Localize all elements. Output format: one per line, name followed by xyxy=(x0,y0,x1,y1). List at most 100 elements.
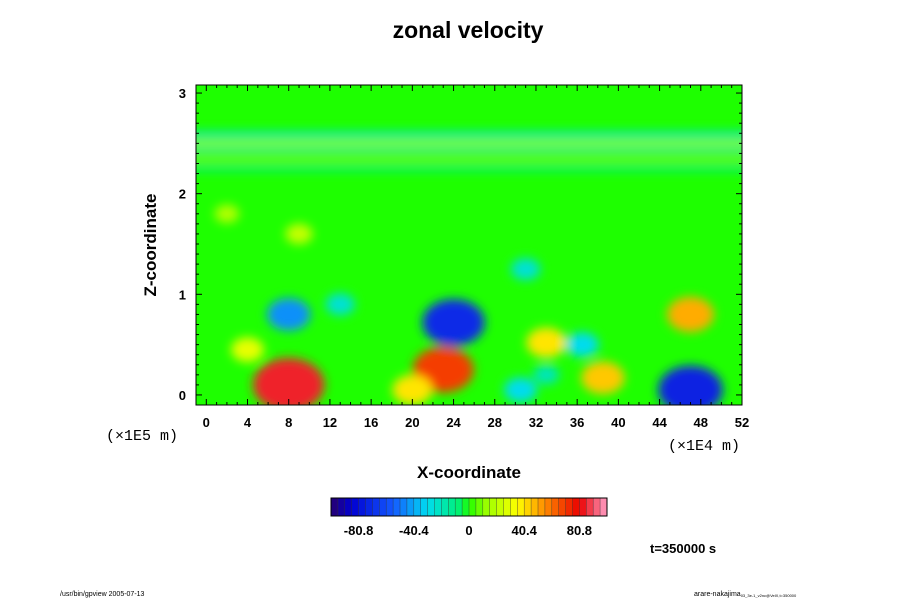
field-feature xyxy=(392,374,433,405)
upper-band xyxy=(196,155,742,161)
chart-title: zonal velocity xyxy=(393,17,544,43)
field-background xyxy=(196,85,742,405)
y-tick-label: 2 xyxy=(179,187,186,202)
colorbar-tick-label: 40.4 xyxy=(512,523,538,538)
colorbar-segment xyxy=(358,498,366,516)
colorbar-segment xyxy=(579,498,587,516)
field-feature xyxy=(510,258,541,281)
upper-band xyxy=(196,140,742,146)
upper-band xyxy=(196,131,742,137)
field-feature xyxy=(565,332,599,357)
colorbar-segment xyxy=(572,498,580,516)
x-tick-label: 12 xyxy=(323,415,337,430)
colorbar-tick-label: 80.8 xyxy=(567,523,592,538)
field-feature xyxy=(526,327,567,358)
field-feature xyxy=(252,358,325,405)
field-feature xyxy=(658,365,723,405)
colorbar-segment xyxy=(413,498,421,516)
x-tick-label: 16 xyxy=(364,415,378,430)
x-tick-label: 20 xyxy=(405,415,419,430)
colorbar-segment xyxy=(434,498,442,516)
colorbar-segment xyxy=(441,498,449,516)
field-feature xyxy=(266,298,311,331)
colorbar-frame xyxy=(330,497,608,517)
colorbar-tick-label: 0 xyxy=(465,523,472,538)
x-tick-label: 24 xyxy=(446,415,461,430)
colorbar-segment xyxy=(531,498,539,516)
colorbar-segment xyxy=(427,498,435,516)
colorbar-segment xyxy=(386,498,394,516)
x-tick-label: 36 xyxy=(570,415,584,430)
field-feature xyxy=(285,223,313,245)
colorbar-segment xyxy=(517,498,525,516)
colorbar-segment xyxy=(393,498,401,516)
field-feature xyxy=(422,299,485,346)
colorbar-segment xyxy=(510,498,518,516)
colorbar-segment xyxy=(331,498,339,516)
colorbar-segment xyxy=(462,498,470,516)
field-feature xyxy=(533,365,560,385)
x-tick-label: 52 xyxy=(735,415,749,430)
colorbar-segment xyxy=(482,498,490,516)
colorbar-segment xyxy=(558,498,566,516)
x-tick-label: 40 xyxy=(611,415,625,430)
colorbar-segment xyxy=(372,498,380,516)
field-feature xyxy=(325,293,355,316)
upper-band xyxy=(196,166,742,172)
field-feature xyxy=(504,377,538,403)
footer-left: /usr/bin/gpview 2005-07-13 xyxy=(60,591,145,598)
colorbar-segment xyxy=(524,498,532,516)
field-feature xyxy=(231,337,265,363)
footer-right-main: arare-nakajima xyxy=(694,591,741,598)
colorbar-segment xyxy=(448,498,456,516)
colorbar-segment xyxy=(406,498,415,516)
heatmap-field xyxy=(196,85,742,405)
x-tick-label: 32 xyxy=(529,415,543,430)
x-tick-label: 44 xyxy=(652,415,667,430)
field-feature xyxy=(666,296,714,333)
x-tick-label: 8 xyxy=(285,415,292,430)
x-tick-label: 0 xyxy=(203,415,210,430)
colorbar-segment xyxy=(593,498,601,516)
x-axis-unit: (×1E4 m) xyxy=(668,438,740,455)
colorbar-segment xyxy=(551,498,559,516)
y-axis-label: Z-coordinate xyxy=(141,194,160,297)
colorbar-segment xyxy=(544,498,553,516)
colorbar-segment xyxy=(469,498,477,516)
colorbar-tick-label: -40.4 xyxy=(399,523,429,538)
colorbar-segment xyxy=(337,498,346,516)
colorbar-segment xyxy=(344,498,352,516)
footer-right-sub: 03_3e-1_v2nc@VelX,t=350000 xyxy=(741,593,797,598)
time-label: t=350000 s xyxy=(650,541,716,556)
upper-band xyxy=(196,146,742,152)
colorbar-segment xyxy=(475,498,484,516)
colorbar-segment xyxy=(538,498,546,516)
plot-frame xyxy=(195,84,743,406)
y-tick-label: 1 xyxy=(179,287,186,302)
colorbar-segment xyxy=(365,498,373,516)
colorbar-segment xyxy=(489,498,497,516)
colorbar-segment xyxy=(503,498,511,516)
x-tick-label: 48 xyxy=(694,415,708,430)
field-feature xyxy=(581,361,625,395)
y-tick-label: 0 xyxy=(179,388,186,403)
colorbar-segment xyxy=(379,498,387,516)
x-axis-label: X-coordinate xyxy=(417,463,521,482)
y-tick-label: 3 xyxy=(179,86,186,101)
colorbar-segment xyxy=(600,498,608,516)
x-tick-label: 28 xyxy=(488,415,502,430)
x-tick-label: 4 xyxy=(244,415,252,430)
y-axis-unit: (×1E5 m) xyxy=(106,428,178,445)
colorbar: -80.8 -40.4 0 40.4 80.8 xyxy=(330,497,608,538)
colorbar-segment xyxy=(455,498,463,516)
colorbar-tick-label: -80.8 xyxy=(344,523,374,538)
footer-right: arare-nakajima03_3e-1_v2nc@VelX,t=350000 xyxy=(694,591,797,598)
colorbar-segment xyxy=(496,498,504,516)
colorbar-segment xyxy=(351,498,359,516)
colorbar-segment xyxy=(400,498,408,516)
colorbar-segment xyxy=(420,498,428,516)
colorbar-segment xyxy=(565,498,573,516)
colorbar-segment xyxy=(586,498,594,516)
